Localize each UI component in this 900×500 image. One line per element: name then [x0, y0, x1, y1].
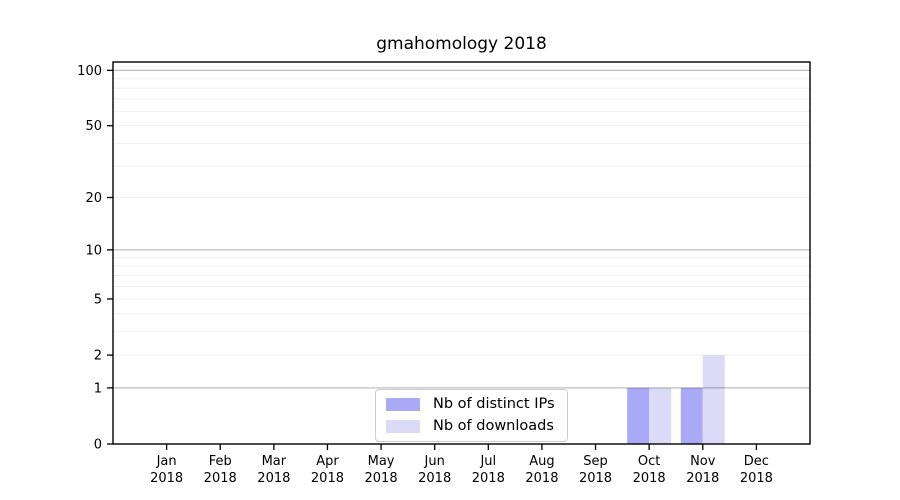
bar-distinct-ips-nov — [680, 387, 703, 444]
x-tick-year-label: 2018 — [525, 471, 558, 486]
legend: Nb of distinct IPs Nb of downloads — [375, 389, 568, 442]
y-tick-label: 0 — [94, 438, 102, 453]
x-tick-year-label: 2018 — [740, 471, 773, 486]
x-tick-month-label: Apr — [316, 454, 339, 469]
x-tick-year-label: 2018 — [311, 471, 344, 486]
x-tick-month-label: Dec — [744, 454, 769, 469]
x-tick-year-label: 2018 — [204, 471, 237, 486]
y-tick-label: 10 — [85, 243, 102, 258]
y-tick-label: 1 — [94, 381, 102, 396]
legend-label-downloads: Nb of downloads — [433, 418, 554, 434]
y-tick-label: 100 — [77, 64, 102, 79]
bar-downloads-oct — [649, 387, 672, 444]
x-tick-year-label: 2018 — [418, 471, 451, 486]
x-tick-year-label: 2018 — [633, 471, 666, 486]
x-tick-year-label: 2018 — [472, 471, 505, 486]
legend-item-downloads: Nb of downloads — [386, 418, 555, 434]
y-tick-label: 2 — [94, 349, 102, 364]
y-tick-label: 5 — [94, 292, 102, 307]
x-tick-month-label: Aug — [529, 454, 554, 469]
legend-item-distinct-ips: Nb of distinct IPs — [386, 396, 555, 412]
x-tick-year-label: 2018 — [150, 471, 183, 486]
x-tick-month-label: Nov — [690, 454, 716, 469]
bar-downloads-nov — [702, 355, 725, 444]
x-tick-year-label: 2018 — [257, 471, 290, 486]
legend-swatch-downloads-icon — [386, 419, 420, 433]
x-tick-month-label: Jan — [156, 454, 177, 469]
x-tick-year-label: 2018 — [365, 471, 398, 486]
x-tick-month-label: Oct — [638, 454, 660, 469]
x-tick-year-label: 2018 — [686, 471, 719, 486]
bar-distinct-ips-oct — [627, 387, 650, 444]
x-tick-month-label: Sep — [583, 454, 608, 469]
plot-border — [112, 61, 811, 445]
x-tick-year-label: 2018 — [579, 471, 612, 486]
legend-label-distinct-ips: Nb of distinct IPs — [433, 396, 555, 412]
x-tick-month-label: Mar — [262, 454, 287, 469]
plot-area — [113, 62, 810, 444]
y-tick-label: 20 — [85, 191, 102, 206]
x-tick-month-label: Feb — [209, 454, 232, 469]
x-tick-month-label: May — [368, 454, 395, 469]
chart-title: gmahomology 2018 — [376, 34, 547, 54]
x-tick-month-label: Jul — [479, 454, 496, 469]
legend-swatch-distinct-ips-icon — [386, 397, 420, 411]
x-tick-month-label: Jun — [424, 454, 445, 469]
y-tick-label: 50 — [85, 119, 102, 134]
